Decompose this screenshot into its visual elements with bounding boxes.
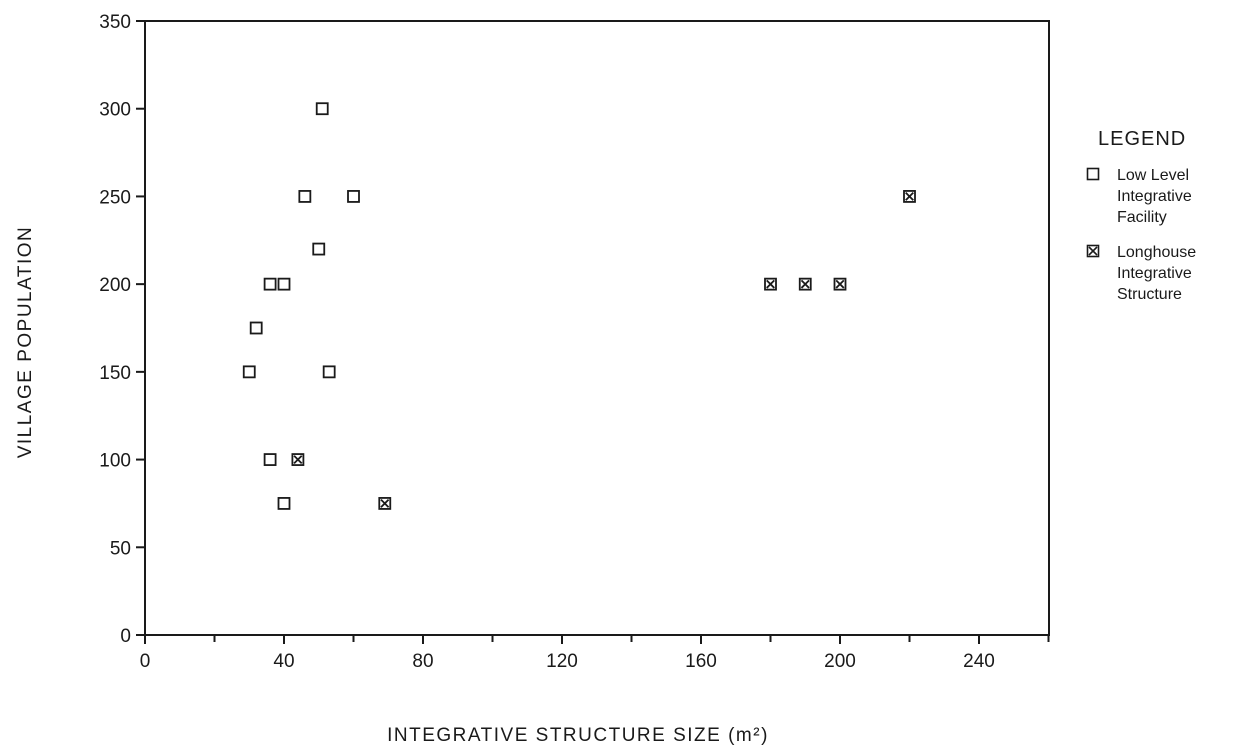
series-low-level: [242, 102, 360, 510]
data-point-open-square: [322, 365, 336, 379]
y-axis-title: VILLAGE POPULATION: [15, 226, 36, 459]
data-point-open-square: [277, 497, 291, 510]
data-point-open-square: [347, 190, 360, 203]
legend-title: LEGEND: [1098, 128, 1187, 150]
x-tick-label: 0: [140, 651, 151, 672]
legend-item-low-level: Low Level Integrative Facility: [1086, 165, 1246, 228]
x-tick-label: 40: [273, 651, 294, 672]
x-axis: 0 40 80 120 160 200 240: [140, 635, 1050, 672]
legend-label-low-level: Low Level Integrative Facility: [1117, 167, 1192, 226]
data-point-open-square: [298, 190, 312, 203]
y-tick-label: 0: [120, 626, 131, 647]
series-longhouse: [291, 190, 916, 510]
data-point-open-square: [277, 277, 291, 291]
y-tick-label: 250: [99, 187, 131, 208]
y-axis: 0 50 100 150 200 250 300 350: [99, 12, 145, 647]
y-tick-label: 200: [99, 275, 131, 296]
y-tick-label: 150: [99, 363, 131, 384]
data-point-open-square: [315, 102, 329, 116]
data-points: [242, 102, 916, 510]
y-tick-label: 300: [99, 100, 131, 121]
x-axis-title: INTEGRATIVE STRUCTURE SIZE (m²): [387, 725, 769, 746]
x-tick-label: 80: [412, 651, 433, 672]
y-tick-label: 50: [110, 538, 131, 559]
data-point-crossed-square: [903, 190, 916, 203]
data-point-open-square: [263, 277, 277, 291]
data-point-crossed-square: [798, 277, 812, 291]
x-tick-label: 160: [685, 651, 717, 672]
data-point-open-square: [263, 453, 277, 466]
legend-item-longhouse: Longhouse Integrative Structure: [1086, 242, 1246, 305]
legend: LEGEND Low Level Integrative Facility Lo…: [1086, 128, 1246, 305]
data-point-crossed-square: [291, 453, 305, 466]
x-tick-label: 240: [963, 651, 995, 672]
y-tick-label: 100: [99, 451, 131, 472]
data-point-crossed-square: [378, 497, 392, 510]
data-point-open-square: [312, 242, 326, 256]
data-point-open-square: [249, 321, 263, 335]
y-tick-label: 350: [99, 12, 131, 33]
data-point-crossed-square: [764, 277, 777, 291]
data-point-crossed-square: [833, 277, 847, 291]
data-point-open-square: [242, 365, 256, 379]
x-tick-label: 120: [546, 651, 578, 672]
crossed-square-icon: [1086, 244, 1100, 258]
open-square-icon: [1086, 167, 1100, 181]
x-tick-label: 200: [824, 651, 856, 672]
plot-frame: [144, 20, 1050, 636]
legend-label-longhouse: Longhouse Integrative Structure: [1117, 244, 1197, 303]
